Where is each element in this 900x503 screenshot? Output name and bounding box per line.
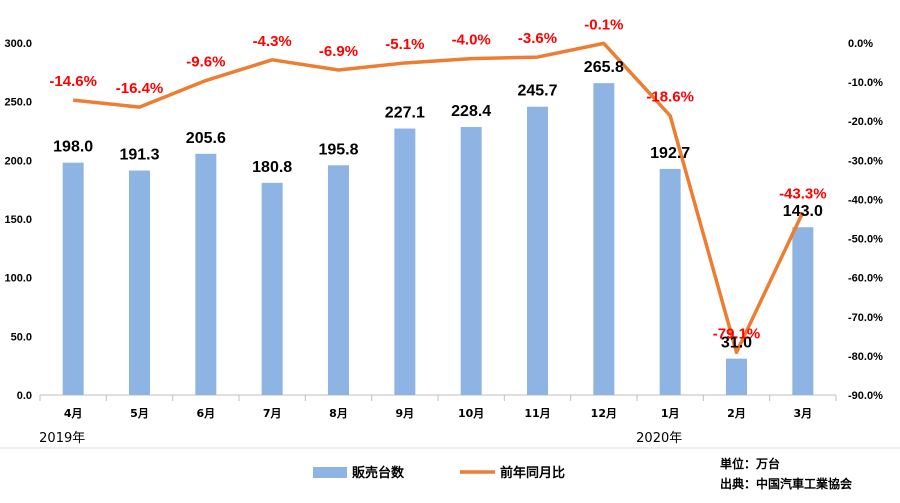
left-axis-tick-label: 0.0 xyxy=(17,390,32,402)
right-axis-tick-label: -90.0% xyxy=(848,390,883,402)
source-note: 出典：中国汽車工業協会 xyxy=(720,476,853,491)
unit-note: 単位：万台 xyxy=(720,456,780,471)
right-axis-tick-label: -70.0% xyxy=(848,312,883,324)
bar xyxy=(394,128,416,395)
x-axis-category-label: 11月 xyxy=(524,407,550,420)
bar-value-label: 192.7 xyxy=(650,145,690,162)
x-axis-category-label: 4月 xyxy=(64,407,83,420)
right-axis-tick-label: -80.0% xyxy=(848,351,883,363)
line-value-label: -6.9% xyxy=(319,43,358,60)
bar-value-label: 228.4 xyxy=(451,103,491,120)
bar-value-label: 265.8 xyxy=(584,59,624,76)
right-axis-tick-label: -30.0% xyxy=(848,155,883,167)
x-axis-category-label: 10月 xyxy=(458,407,484,420)
line-value-label: -4.0% xyxy=(452,32,491,49)
bar xyxy=(659,168,681,395)
line-value-label: -3.6% xyxy=(518,30,557,47)
bar xyxy=(62,162,84,395)
line-value-label: -14.6% xyxy=(49,73,97,90)
left-axis-ticks: 0.0 50.0 100.0 150.0 200.0 250.0 300.0 xyxy=(4,38,32,402)
bar xyxy=(129,170,150,395)
bar xyxy=(261,182,283,395)
right-axis-tick-label: 0.0% xyxy=(848,38,873,50)
bar xyxy=(328,165,349,395)
right-axis-tick-label: -60.0% xyxy=(848,273,883,285)
left-axis-tick-label: 150.0 xyxy=(4,214,32,226)
x-axis-category-label: 5月 xyxy=(130,407,149,420)
year-label: 2019年 xyxy=(39,431,85,446)
left-axis-tick-label: 100.0 xyxy=(4,273,32,285)
right-axis-tick-label: -40.0% xyxy=(848,194,883,206)
bar-value-label: 227.1 xyxy=(385,105,425,122)
bar-value-label: 205.6 xyxy=(186,130,226,147)
line-value-label: -43.3% xyxy=(779,185,827,202)
line-labels: -14.6% -16.4% -9.6% -4.3% -6.9% -5.1% -4.0% -3.… xyxy=(49,16,826,342)
left-axis-tick-label: 200.0 xyxy=(4,155,32,167)
bar-labels: 198.0 191.3 205.6 180.8 195.8 227.1 228.4 245.7… xyxy=(53,59,823,351)
x-axis-category-label: 8月 xyxy=(329,407,348,420)
right-axis-ticks: 0.0% -10.0% -20.0% -30.0% -40.0% -50.0% -60.0%… xyxy=(848,38,883,402)
line-value-label: -79.1% xyxy=(713,325,761,342)
right-axis-tick-label: -10.0% xyxy=(848,77,883,89)
x-axis-labels: 4月 5月 6月 7月 8月 9月 10月 11月 12月 1月 2月 3月 xyxy=(64,407,812,420)
year-label: 2020年 xyxy=(636,431,682,446)
x-axis-category-label: 6月 xyxy=(197,407,216,420)
legend-bar-swatch xyxy=(313,467,347,478)
bar xyxy=(593,83,615,396)
bar-value-label: 143.0 xyxy=(783,203,823,220)
x-axis-category-label: 9月 xyxy=(396,407,415,420)
legend: 販売台数 前年同月比 xyxy=(313,465,565,481)
x-axis-tickmarks xyxy=(39,395,837,401)
line-value-label: -9.6% xyxy=(186,54,225,71)
x-axis-category-label: 3月 xyxy=(794,407,813,420)
bar xyxy=(195,153,217,395)
bar xyxy=(792,227,814,395)
bar-value-label: 180.8 xyxy=(252,159,292,176)
left-axis-tick-label: 250.0 xyxy=(4,97,32,109)
year-labels: 2019年 2020年 xyxy=(39,431,682,446)
bar-value-label: 31.0 xyxy=(721,335,752,352)
bar-value-label: 245.7 xyxy=(517,83,557,100)
line-value-label: -16.4% xyxy=(116,80,164,97)
right-axis-tick-label: -50.0% xyxy=(848,234,883,246)
line-value-label: -4.3% xyxy=(253,33,292,50)
x-axis-category-label: 7月 xyxy=(263,407,282,420)
legend-bar-label: 販売台数 xyxy=(352,465,405,481)
line-value-label: -18.6% xyxy=(646,89,694,106)
yoy-line xyxy=(72,41,805,355)
x-axis-category-label: 1月 xyxy=(661,407,680,420)
bar xyxy=(527,106,548,395)
line-value-label: -0.1% xyxy=(584,16,623,33)
x-axis-category-label: 12月 xyxy=(591,407,617,420)
bar-value-label: 198.0 xyxy=(53,139,93,156)
x-axis-category-label: 2月 xyxy=(727,407,746,420)
line-value-label: -5.1% xyxy=(385,36,424,53)
bar-value-label: 191.3 xyxy=(119,147,159,164)
legend-line-label: 前年同月比 xyxy=(500,465,565,481)
bars xyxy=(62,83,814,396)
left-axis-tick-label: 50.0 xyxy=(11,331,32,343)
right-axis-tick-label: -20.0% xyxy=(848,116,883,128)
bar xyxy=(460,127,482,395)
bar xyxy=(726,358,747,395)
left-axis-tick-label: 300.0 xyxy=(4,38,32,50)
bar-value-label: 195.8 xyxy=(318,141,358,158)
